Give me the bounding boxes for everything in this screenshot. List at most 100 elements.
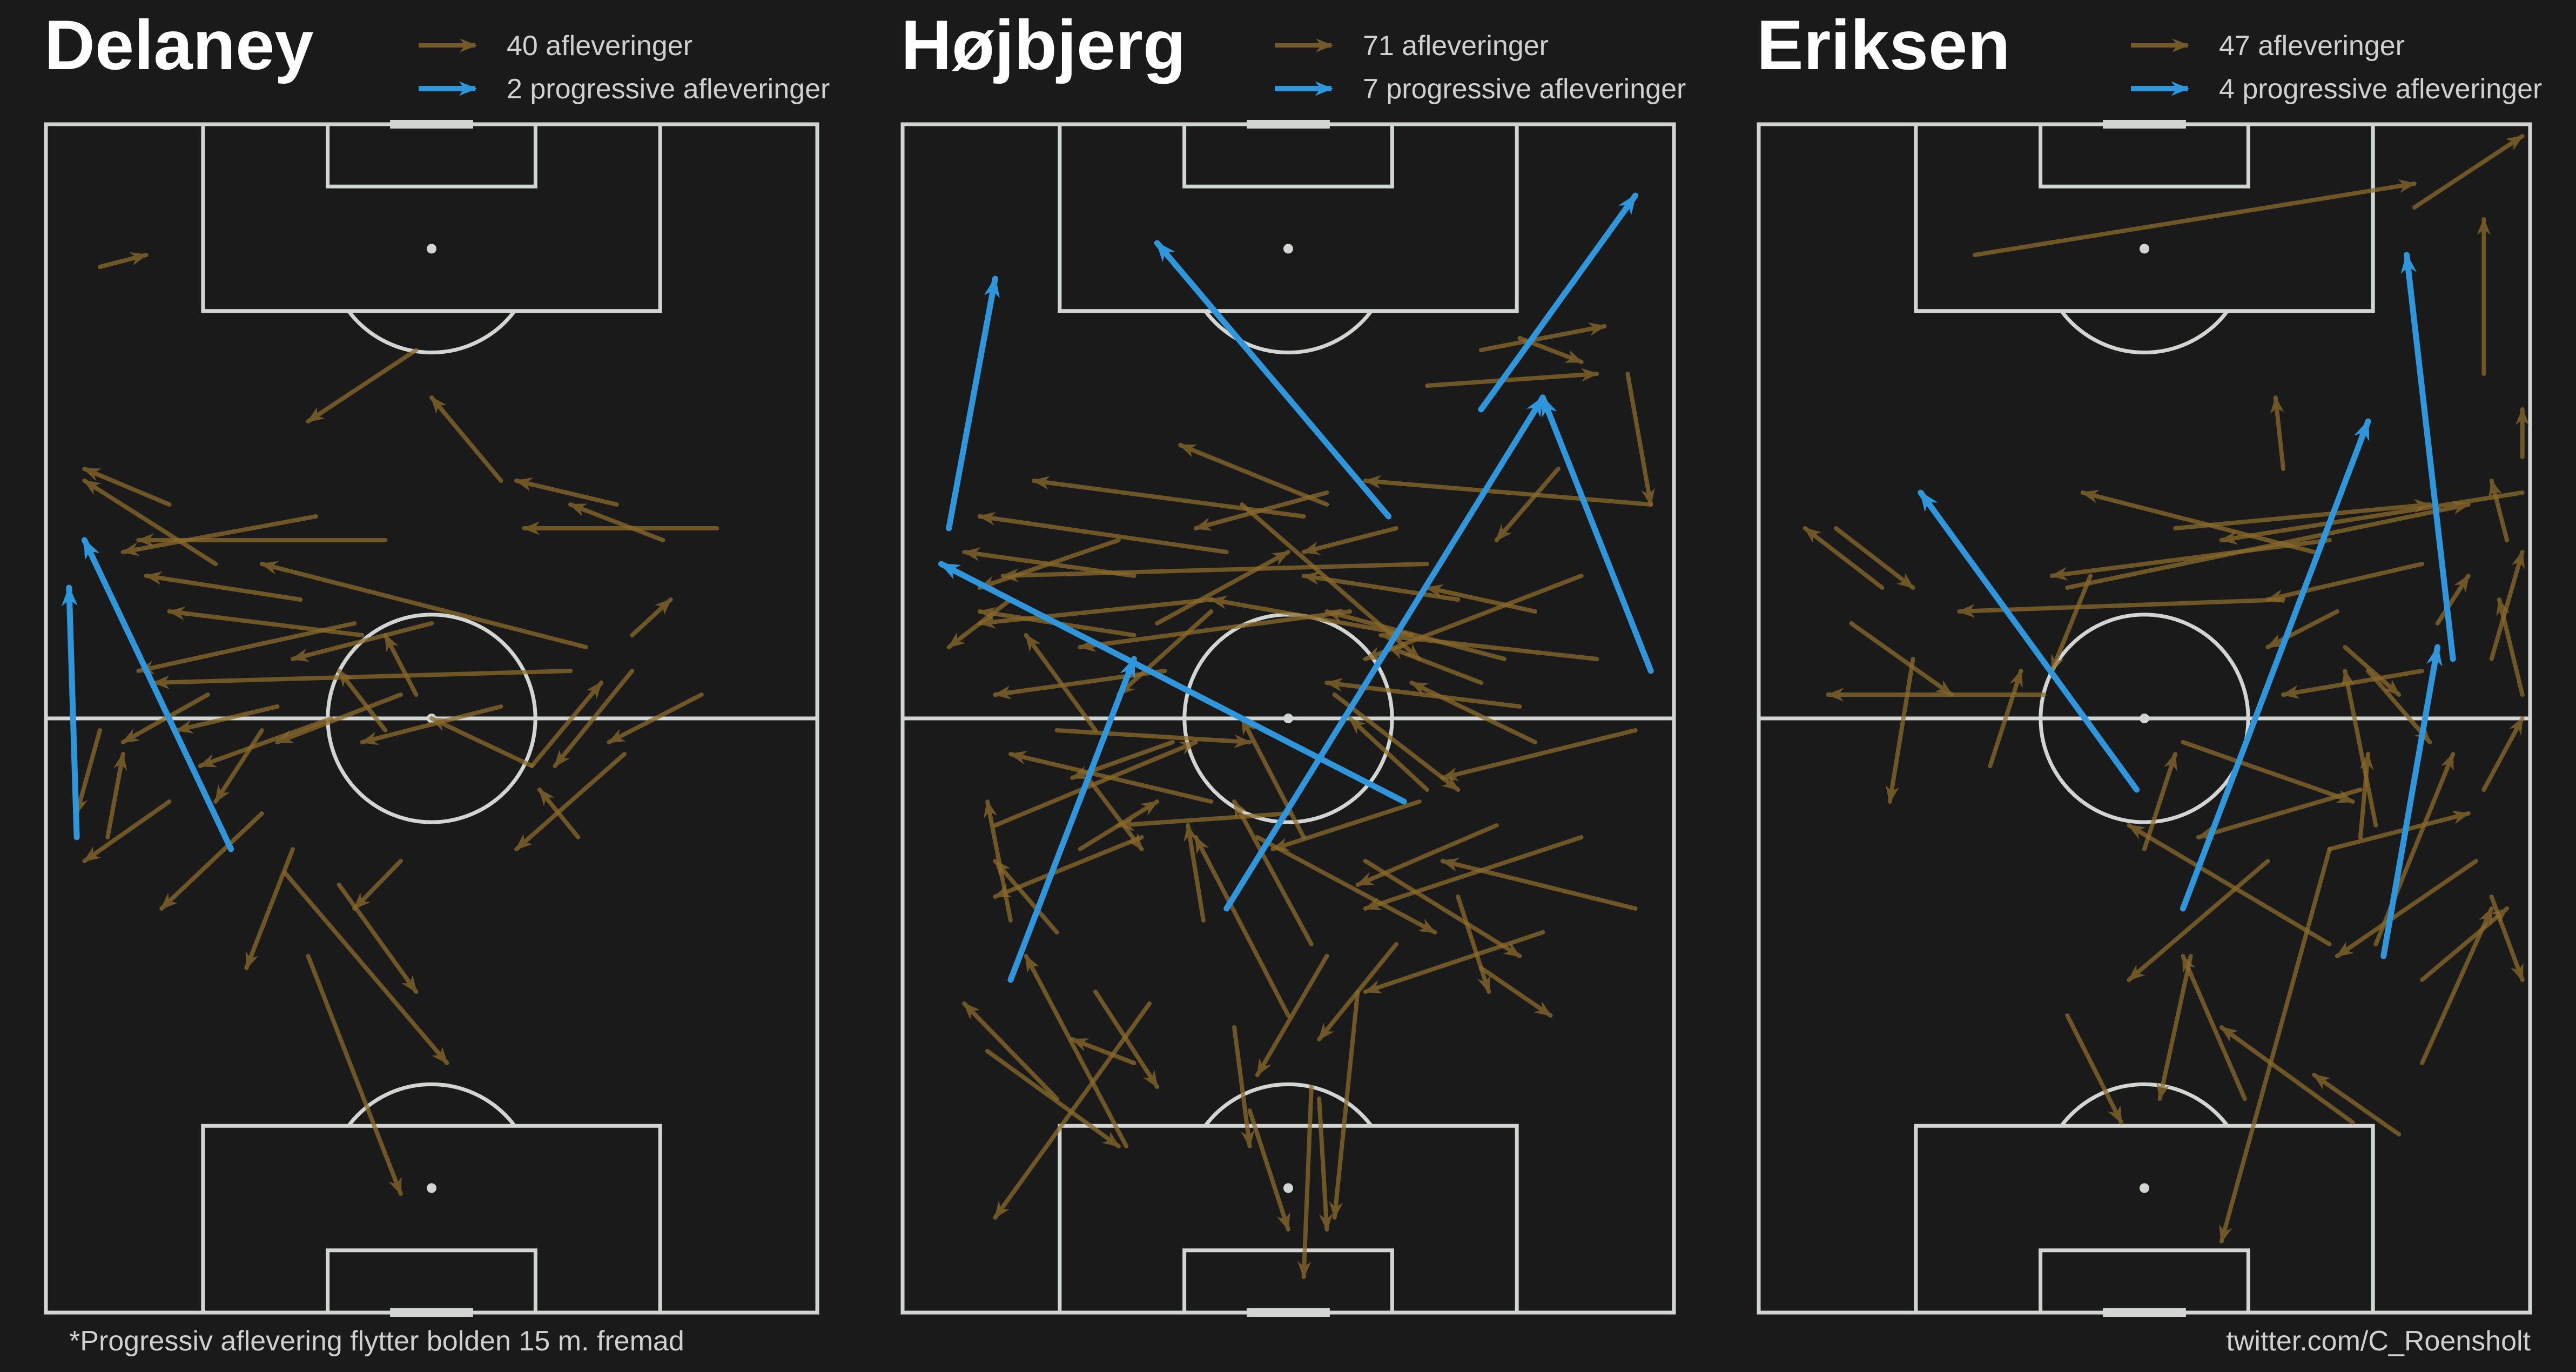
pass-arrow: [1054, 728, 1252, 749]
pass-arrow: [2065, 501, 2471, 590]
center-spot: [2140, 714, 2149, 723]
progressive-pass-arrow: [61, 584, 80, 840]
progressive-pass-arrow: [946, 275, 1000, 532]
pass-arrow: [553, 669, 635, 768]
pass-arrow: [1155, 550, 1290, 626]
pass-arrow: [151, 669, 573, 689]
pass-arrow: [1193, 835, 1290, 1018]
six-yard-box-top: [326, 122, 537, 189]
pass-arrow: [993, 669, 1167, 700]
progressive-pass-arrow: [81, 537, 234, 852]
passes-layer: [938, 192, 1655, 1279]
pass-arrow: [1440, 858, 1638, 911]
penalty-spot-bottom: [2140, 1183, 2149, 1193]
pass-arrow: [2270, 395, 2286, 471]
pass-arrow: [529, 681, 604, 768]
football-pitch: [44, 120, 819, 1317]
pass-arrow: [1178, 443, 1329, 507]
legend-passes: 71 afleveringer: [1275, 30, 1549, 62]
pass-arrow: [82, 467, 172, 507]
progressive-pass-arrow: [1154, 240, 1392, 520]
pass-arrow: [159, 811, 264, 911]
legend-progressive-label: 7 progressive afleveringer: [1363, 73, 1686, 105]
legend-progressive: 2 progressive afleveringer: [419, 73, 830, 105]
pass-arrow: [244, 847, 295, 970]
pass-arrow: [2156, 954, 2193, 1101]
six-yard-box-top: [2039, 122, 2250, 189]
pass-arrow: [275, 692, 403, 744]
pass-arrow: [1209, 595, 1414, 637]
pass-arrow: [1193, 490, 1329, 531]
six-yard-box-bottom: [326, 1248, 537, 1315]
pass-arrow: [2435, 574, 2471, 626]
footnote: *Progressiv aflevering flytter bolden 15…: [69, 1326, 684, 1357]
pass-arrow: [1802, 526, 1885, 590]
pass-arrow: [2196, 788, 2363, 840]
pass-arrow: [2265, 609, 2339, 649]
pass-arrow: [2327, 810, 2471, 851]
pass-arrow: [1183, 823, 1206, 923]
pass-arrow: [1440, 728, 1638, 781]
football-pitch: [900, 120, 1676, 1317]
pass-arrow: [1270, 799, 1422, 851]
pass-arrow: [2412, 134, 2525, 210]
pass-arrow: [984, 799, 1013, 923]
pass-arrow: [1363, 930, 1545, 994]
pass-arrow: [1255, 954, 1329, 1077]
pass-arrow: [1456, 895, 1491, 994]
pass-arrow: [1324, 609, 1506, 661]
pass-arrow: [283, 871, 449, 1065]
pass-arrow: [306, 348, 419, 423]
legend-progressive-label: 4 progressive afleveringer: [2219, 73, 2542, 105]
pass-arrow: [1479, 966, 1553, 1018]
pass-arrow: [1425, 584, 1537, 614]
penalty-arc-bottom: [1203, 1082, 1373, 1127]
player-name: Eriksen: [1757, 5, 2010, 84]
penalty-spot-top: [1283, 244, 1293, 254]
penalty-arc-bottom: [2060, 1082, 2229, 1127]
pass-arrow: [946, 597, 1013, 649]
pass-arrow: [259, 561, 588, 649]
player-name: Delaney: [44, 5, 314, 84]
pass-arrow: [213, 728, 264, 804]
penalty-box-top: [1058, 122, 1519, 313]
pass-arrow: [97, 252, 149, 269]
pass-arrow: [2080, 489, 2317, 554]
legend-passes-label: 40 afleveringer: [507, 30, 692, 62]
pass-arrow: [82, 799, 172, 863]
pass-arrow: [1479, 322, 1607, 352]
pass-arrow: [962, 1001, 1059, 1101]
pass-arrow: [1332, 692, 1461, 792]
pass-arrow: [1957, 597, 2286, 618]
pass-arrow: [1355, 823, 1499, 887]
penalty-spot-top: [427, 244, 436, 254]
credit-link[interactable]: twitter.com/C_Roensholt: [2226, 1326, 2531, 1357]
pass-arrow: [2488, 479, 2510, 542]
pass-arrow: [2489, 895, 2525, 982]
progressive-pass-arrow: [1539, 394, 1654, 674]
penalty-spot-bottom: [1283, 1183, 1293, 1193]
penalty-arc-top: [2060, 310, 2229, 355]
player-panel-delaney: Delaney 40 afleveringer 2 progressive af…: [44, 5, 830, 1317]
pass-arrow: [1363, 835, 1584, 911]
legend-passes-label: 47 afleveringer: [2219, 30, 2405, 62]
pass-arrow: [630, 597, 673, 637]
pass-arrow: [306, 954, 403, 1196]
pass-arrow: [2489, 550, 2525, 661]
penalty-box-top: [1914, 122, 2375, 313]
pass-arrow: [2142, 752, 2178, 851]
pass-arrow: [1070, 1037, 1136, 1065]
legend-progressive: 7 progressive afleveringer: [1275, 73, 1686, 105]
pass-arrow: [537, 788, 581, 839]
pass-arrow: [1085, 776, 1144, 851]
pass-arrow: [1317, 942, 1398, 1041]
player-panel-hojbjerg: Højbjerg 71 afleveringer 7 progressive a…: [900, 5, 1686, 1317]
pass-arrow: [1363, 859, 1522, 958]
pass-arrow: [607, 692, 704, 744]
legend-progressive-label: 2 progressive afleveringer: [507, 73, 830, 105]
pass-arrow: [1093, 990, 1160, 1089]
pass-arrow: [2173, 499, 2432, 530]
pass-arrow: [977, 538, 1121, 590]
six-yard-box-bottom: [1182, 1248, 1394, 1315]
